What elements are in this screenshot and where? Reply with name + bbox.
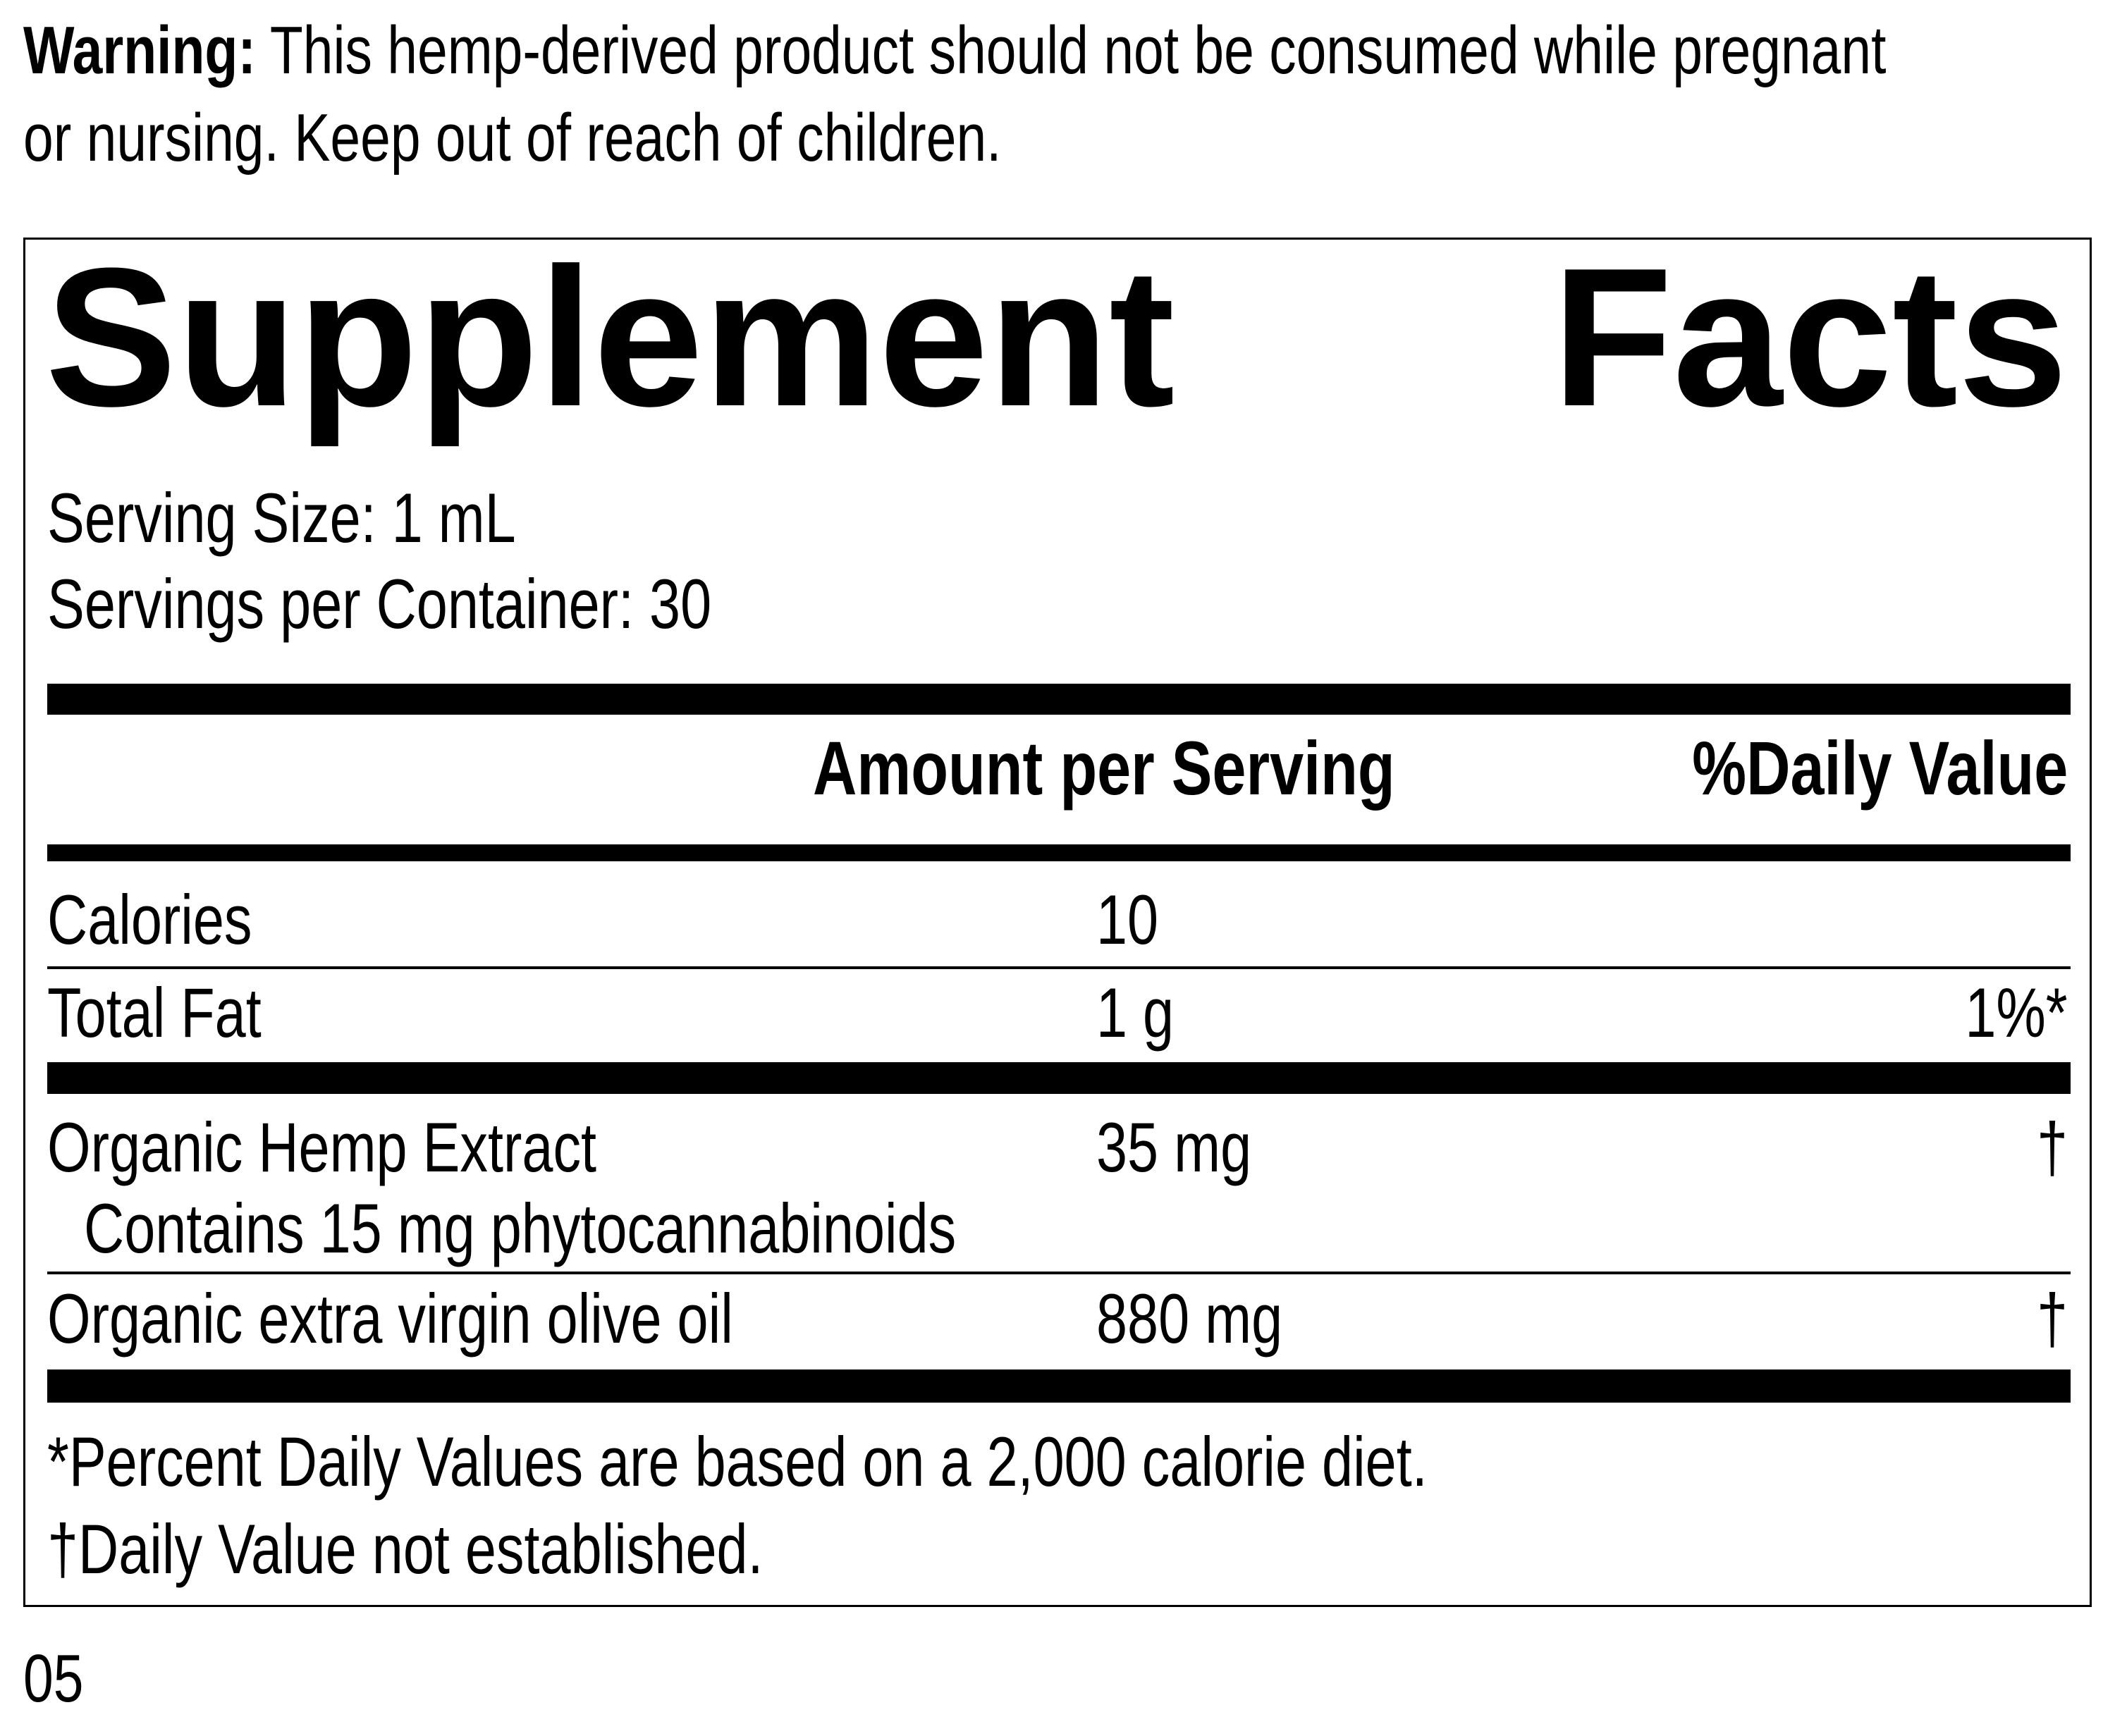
row-olive-oil-name: Organic extra virgin olive oil bbox=[47, 1279, 733, 1358]
thin-divider bbox=[47, 1272, 2071, 1274]
label-code: 05 bbox=[23, 1641, 84, 1716]
thin-divider bbox=[47, 966, 2071, 969]
warning-text-1: This hemp-derived product should not be … bbox=[255, 13, 1887, 88]
row-hemp-extract-name: Organic Hemp Extract bbox=[47, 1108, 597, 1186]
row-olive-oil-amount: 880 mg bbox=[1096, 1279, 1283, 1358]
warning-line-1: Warning: This hemp-derived product shoul… bbox=[23, 17, 1886, 85]
row-calories-amount: 10 bbox=[1096, 880, 1159, 959]
row-total-fat-dv: 1%* bbox=[1965, 973, 2068, 1052]
servings-per-container: Servings per Container: 30 bbox=[47, 565, 712, 643]
panel-title-supplement: Supplement bbox=[45, 228, 1175, 448]
row-hemp-extract-amount: 35 mg bbox=[1096, 1108, 1252, 1186]
panel-title-facts: Facts bbox=[1552, 228, 2068, 448]
row-olive-oil-dv: † bbox=[2036, 1279, 2068, 1358]
row-hemp-extract-sub: Contains 15 mg phytocannabinoids bbox=[84, 1189, 957, 1267]
footnote-dv-not-established: †Daily Value not established. bbox=[47, 1510, 764, 1588]
warning-line-2: or nursing. Keep out of reach of childre… bbox=[23, 100, 1002, 176]
row-hemp-extract-dv: † bbox=[2036, 1108, 2068, 1186]
medium-divider bbox=[47, 844, 2071, 861]
footnote-percent-dv: *Percent Daily Values are based on a 2,0… bbox=[47, 1422, 1428, 1501]
thick-divider bbox=[47, 1062, 2071, 1094]
thick-divider bbox=[47, 684, 2071, 715]
row-calories-name: Calories bbox=[47, 880, 252, 959]
thick-divider bbox=[47, 1369, 2071, 1403]
warning-label: Warning: bbox=[23, 13, 256, 88]
row-total-fat-name: Total Fat bbox=[47, 973, 262, 1052]
row-total-fat-amount: 1 g bbox=[1096, 973, 1175, 1052]
serving-size: Serving Size: 1 mL bbox=[47, 479, 516, 557]
supplement-facts-panel bbox=[23, 238, 2092, 1607]
header-daily-value: %Daily Value bbox=[1691, 725, 2068, 811]
header-amount-per-serving: Amount per Serving bbox=[813, 725, 1395, 811]
